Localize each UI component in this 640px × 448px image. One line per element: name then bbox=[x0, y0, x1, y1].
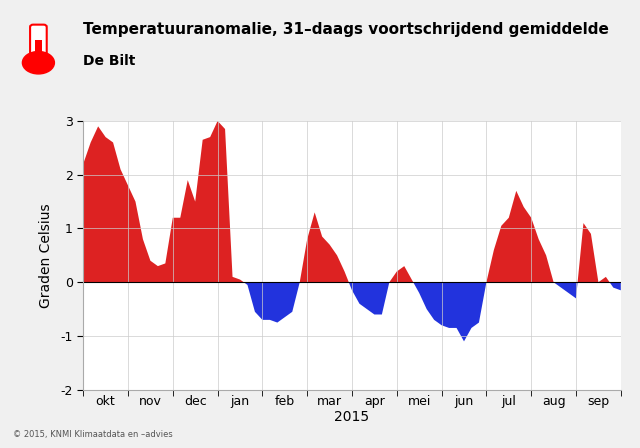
Text: Temperatuuranomalie, 31–daags voortschrijdend gemiddelde: Temperatuuranomalie, 31–daags voortschri… bbox=[83, 22, 609, 37]
X-axis label: 2015: 2015 bbox=[335, 410, 369, 424]
Text: De Bilt: De Bilt bbox=[83, 54, 136, 68]
Text: © 2015, KNMI Klimaatdata en –advies: © 2015, KNMI Klimaatdata en –advies bbox=[13, 430, 173, 439]
Y-axis label: Graden Celsius: Graden Celsius bbox=[40, 203, 54, 308]
